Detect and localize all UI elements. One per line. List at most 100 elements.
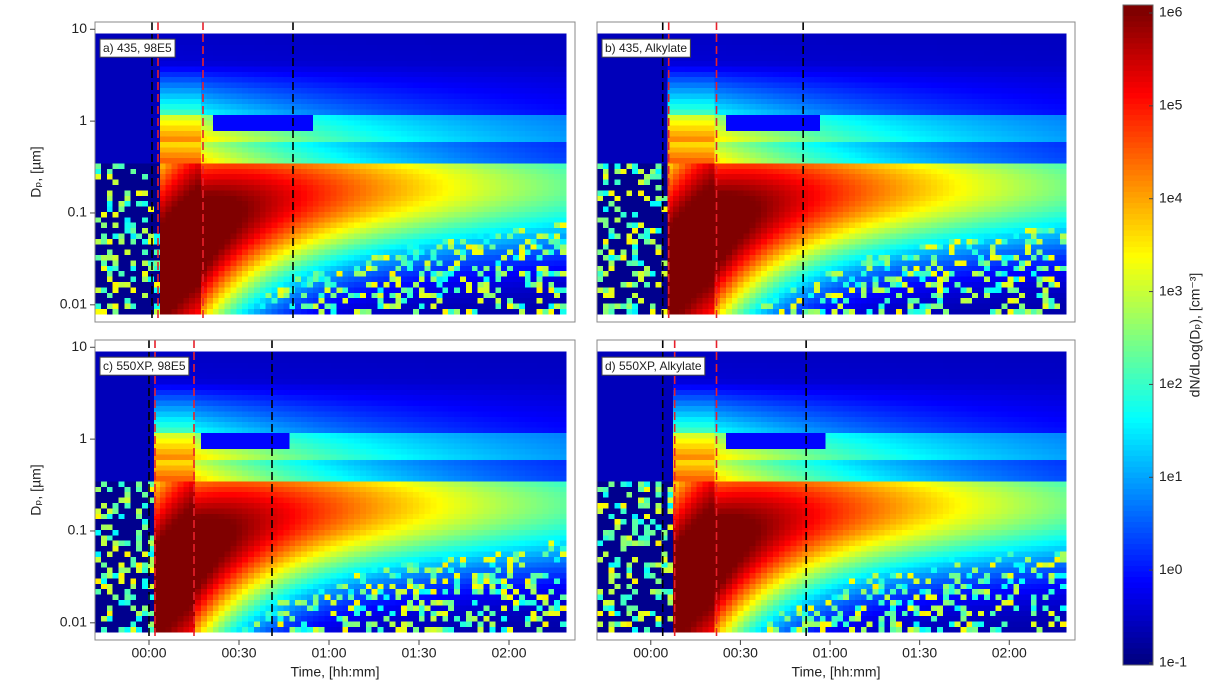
heatmap-cell — [95, 66, 102, 72]
heatmap-cell — [431, 120, 438, 126]
heatmap-cell — [195, 271, 202, 277]
heatmap-cell — [242, 93, 249, 99]
heatmap-cell — [236, 157, 243, 163]
heatmap-cell — [348, 184, 355, 190]
heatmap-cell — [360, 211, 367, 217]
heatmap-cell — [260, 211, 267, 217]
heatmap-cell — [254, 244, 261, 250]
heatmap-cell — [437, 287, 444, 293]
heatmap-cell — [254, 292, 261, 298]
heatmap-cell — [301, 55, 308, 61]
heatmap-cell — [384, 298, 391, 304]
heatmap-cell — [166, 201, 173, 207]
heatmap-cell — [101, 157, 108, 163]
heatmap-cell — [266, 254, 273, 260]
heatmap-cell — [230, 44, 237, 50]
heatmap-cell — [130, 93, 137, 99]
heatmap-cell — [454, 254, 461, 260]
heatmap-cell — [136, 303, 143, 309]
heatmap-cell — [219, 292, 226, 298]
heatmap-cell — [207, 184, 214, 190]
heatmap-cell — [172, 125, 179, 131]
heatmap-cell — [366, 168, 373, 174]
heatmap-cell — [160, 217, 167, 223]
heatmap-cell — [189, 190, 196, 196]
heatmap-cell — [413, 276, 420, 282]
heatmap-cell — [413, 265, 420, 271]
heatmap-cell — [384, 114, 391, 120]
heatmap-cell — [154, 109, 161, 115]
heatmap-cell — [183, 254, 190, 260]
heatmap-cell — [213, 179, 220, 185]
heatmap-cell — [230, 50, 237, 56]
heatmap-cell — [160, 109, 167, 115]
heatmap-cell — [172, 244, 179, 250]
heatmap-cell — [142, 244, 149, 250]
heatmap-cell — [189, 276, 196, 282]
heatmap-cell — [201, 201, 208, 207]
heatmap-cell — [319, 298, 326, 304]
heatmap-cell — [272, 222, 279, 228]
heatmap-cell — [189, 287, 196, 293]
heatmap-cell — [366, 206, 373, 212]
heatmap-cell — [295, 168, 302, 174]
heatmap-cell — [219, 228, 226, 234]
heatmap-cell — [107, 141, 114, 147]
heatmap-cell — [401, 195, 408, 201]
heatmap-cell — [207, 66, 214, 72]
heatmap-cell — [113, 77, 120, 83]
heatmap-cell — [101, 152, 108, 158]
heatmap-cell — [278, 44, 285, 50]
heatmap-cell — [331, 195, 338, 201]
heatmap-cell — [177, 211, 184, 217]
heatmap-cell — [466, 98, 473, 104]
heatmap-cell — [431, 141, 438, 147]
heatmap-cell — [360, 104, 367, 110]
heatmap-cell — [95, 249, 102, 255]
heatmap-cell — [236, 287, 243, 293]
heatmap-cell — [295, 217, 302, 223]
heatmap-cell — [95, 217, 102, 223]
heatmap-cell — [366, 44, 373, 50]
heatmap-cell — [319, 195, 326, 201]
heatmap-cell — [448, 217, 455, 223]
heatmap-cell — [401, 201, 408, 207]
heatmap-cell — [319, 77, 326, 83]
heatmap-cell — [283, 276, 290, 282]
heatmap-cell — [242, 39, 249, 45]
heatmap-cell — [431, 55, 438, 61]
heatmap-cell — [248, 98, 255, 104]
heatmap-cell — [360, 136, 367, 142]
heatmap-cell — [248, 271, 255, 277]
heatmap-cell — [172, 233, 179, 239]
heatmap-cell — [172, 265, 179, 271]
heatmap-cell — [413, 34, 420, 40]
heatmap-cell — [342, 104, 349, 110]
heatmap-cell — [113, 152, 120, 158]
heatmap-cell — [278, 141, 285, 147]
heatmap-cell — [219, 163, 226, 169]
heatmap-cell — [389, 276, 396, 282]
heatmap-cell — [389, 87, 396, 93]
heatmap-cell — [454, 82, 461, 88]
heatmap-cell — [101, 265, 108, 271]
heatmap-cell — [189, 249, 196, 255]
heatmap-cell — [189, 93, 196, 99]
heatmap-cell — [213, 260, 220, 266]
heatmap-cell — [130, 244, 137, 250]
heatmap-cell — [136, 98, 143, 104]
heatmap-cell — [437, 77, 444, 83]
heatmap-cell — [236, 34, 243, 40]
heatmap-cell — [278, 168, 285, 174]
heatmap-cell — [360, 71, 367, 77]
heatmap-cell — [107, 244, 114, 250]
heatmap-cell — [225, 104, 232, 110]
heatmap-cell — [425, 206, 432, 212]
heatmap-cell — [213, 292, 220, 298]
heatmap-cell — [166, 125, 173, 131]
heatmap-cell — [437, 303, 444, 309]
heatmap-cell — [278, 82, 285, 88]
heatmap-cell — [401, 141, 408, 147]
heatmap-cell — [207, 190, 214, 196]
heatmap-cell — [425, 114, 432, 120]
